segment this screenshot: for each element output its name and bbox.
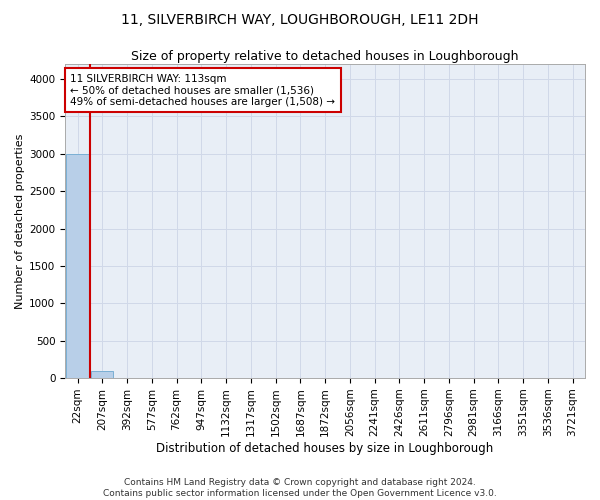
Text: Contains HM Land Registry data © Crown copyright and database right 2024.
Contai: Contains HM Land Registry data © Crown c… [103,478,497,498]
Text: 11, SILVERBIRCH WAY, LOUGHBOROUGH, LE11 2DH: 11, SILVERBIRCH WAY, LOUGHBOROUGH, LE11 … [121,12,479,26]
X-axis label: Distribution of detached houses by size in Loughborough: Distribution of detached houses by size … [157,442,494,455]
Text: 11 SILVERBIRCH WAY: 113sqm
← 50% of detached houses are smaller (1,536)
49% of s: 11 SILVERBIRCH WAY: 113sqm ← 50% of deta… [70,74,335,107]
Bar [91,370,113,378]
Title: Size of property relative to detached houses in Loughborough: Size of property relative to detached ho… [131,50,519,63]
Y-axis label: Number of detached properties: Number of detached properties [15,134,25,309]
Bar [67,154,89,378]
